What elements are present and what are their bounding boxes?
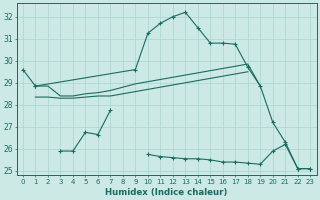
X-axis label: Humidex (Indice chaleur): Humidex (Indice chaleur) [105,188,228,197]
